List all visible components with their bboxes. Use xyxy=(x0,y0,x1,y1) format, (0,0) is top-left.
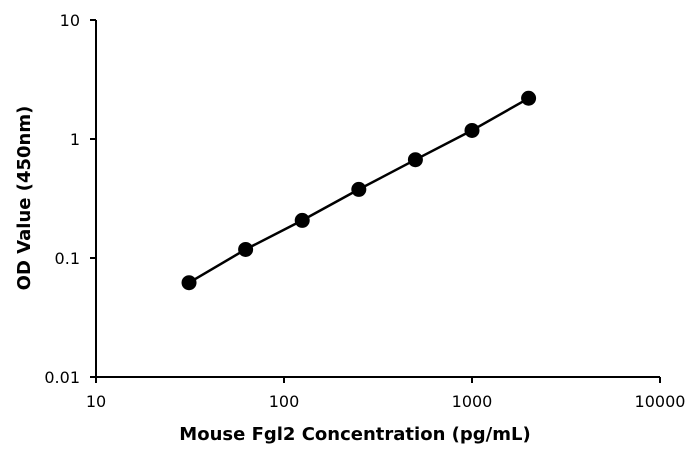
data-point xyxy=(181,275,197,291)
x-tick-label: 100 xyxy=(269,392,300,411)
x-tick-label: 10 xyxy=(86,392,106,411)
data-point xyxy=(407,152,423,168)
data-point xyxy=(294,212,310,228)
y-tick-label: 0.01 xyxy=(44,368,80,387)
y-axis-label: OD Value (450nm) xyxy=(14,106,35,291)
data-point xyxy=(238,241,254,257)
data-series xyxy=(181,90,537,291)
data-point xyxy=(521,90,537,106)
data-point xyxy=(351,181,367,197)
x-axis-ticks: 10 100 1000 10000 xyxy=(86,377,686,411)
x-tick-label: 1000 xyxy=(452,392,493,411)
y-axis-ticks: 0.01 0.1 1 10 xyxy=(44,11,96,387)
axes xyxy=(95,20,660,378)
data-point xyxy=(464,122,480,138)
y-tick-label: 1 xyxy=(70,130,80,149)
y-tick-label: 0.1 xyxy=(55,249,80,268)
x-tick-label: 10000 xyxy=(635,392,686,411)
y-tick-label: 10 xyxy=(60,11,80,30)
x-axis-label: Mouse Fgl2 Concentration (pg/mL) xyxy=(179,424,530,445)
